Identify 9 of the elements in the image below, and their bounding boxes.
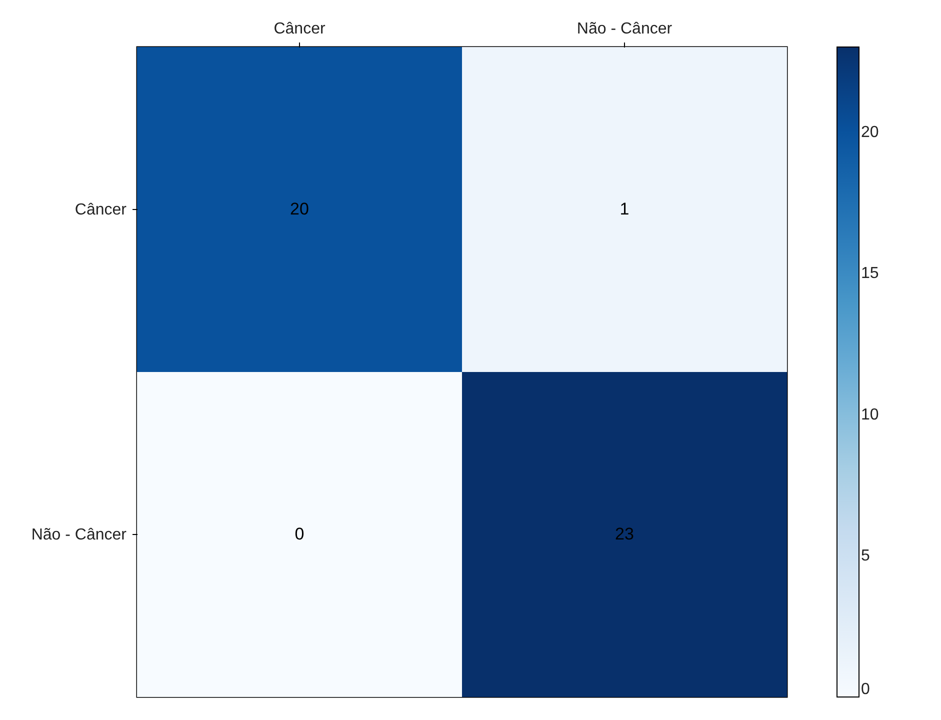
data-label: 23: [615, 524, 634, 544]
color-bar-label: 20: [861, 124, 879, 141]
data-label: 1: [620, 200, 630, 218]
color-bar-label: 5: [861, 548, 870, 565]
color-bar-label: 0: [861, 681, 870, 698]
data-label: 20: [290, 200, 309, 218]
data-label: 0: [294, 524, 304, 544]
color-bar-label: 10: [861, 406, 879, 424]
color-bar-label: 15: [861, 265, 879, 282]
